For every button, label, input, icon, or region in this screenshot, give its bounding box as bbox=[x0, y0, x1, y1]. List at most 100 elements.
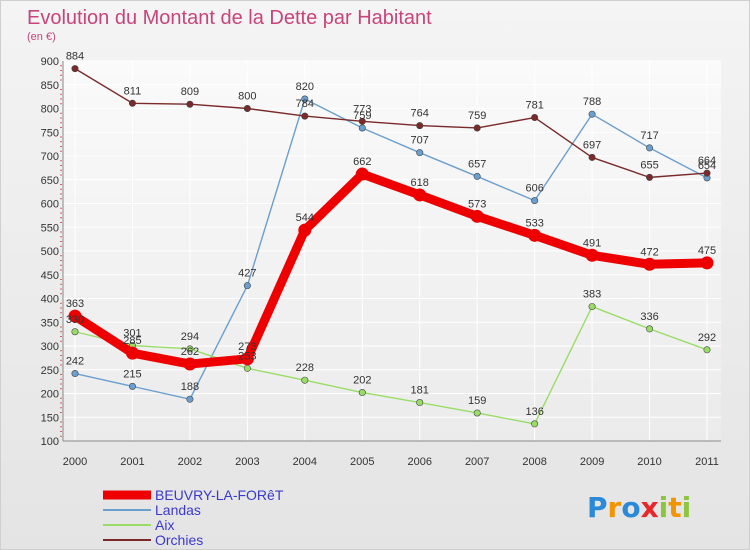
data-label: 475 bbox=[698, 245, 716, 257]
minor-tick bbox=[60, 236, 62, 238]
data-point bbox=[186, 100, 194, 108]
x-tick-label: 2005 bbox=[350, 456, 374, 468]
data-label: 273 bbox=[238, 341, 256, 353]
minor-tick bbox=[60, 336, 62, 337]
minor-tick bbox=[60, 146, 62, 147]
minor-tick bbox=[60, 193, 62, 195]
data-point bbox=[470, 209, 484, 223]
data-point bbox=[355, 167, 369, 181]
data-label: 697 bbox=[583, 139, 601, 151]
minor-tick bbox=[60, 350, 62, 352]
minor-tick bbox=[60, 245, 62, 247]
minor-tick bbox=[60, 407, 62, 409]
minor-tick bbox=[60, 207, 62, 209]
minor-tick bbox=[60, 331, 62, 333]
y-tick-label: 250 bbox=[41, 365, 59, 377]
data-point bbox=[243, 364, 251, 372]
data-label: 294 bbox=[181, 331, 199, 343]
y-tick-label: 550 bbox=[41, 222, 59, 234]
data-point bbox=[301, 95, 309, 103]
data-label: 491 bbox=[583, 237, 601, 249]
data-label: 884 bbox=[66, 51, 84, 63]
data-label: 292 bbox=[698, 332, 716, 344]
x-tick-label: 2002 bbox=[178, 456, 202, 468]
y-tick-label: 850 bbox=[41, 80, 59, 92]
data-point bbox=[703, 169, 711, 177]
data-point bbox=[643, 257, 657, 271]
minor-tick bbox=[60, 302, 62, 304]
minor-tick bbox=[60, 264, 62, 266]
x-tick-label: 2011 bbox=[695, 456, 719, 468]
x-tick-label: 2004 bbox=[293, 456, 317, 468]
data-point bbox=[416, 122, 424, 130]
minor-tick bbox=[60, 65, 62, 67]
minor-tick bbox=[60, 383, 62, 385]
x-tick-label: 2001 bbox=[120, 456, 144, 468]
x-tick-label: 2007 bbox=[465, 456, 489, 468]
x-tick-label: 2008 bbox=[522, 456, 546, 468]
y-tick-label: 900 bbox=[41, 56, 59, 68]
y-tick-label: 700 bbox=[41, 151, 59, 163]
minor-tick bbox=[60, 355, 62, 356]
data-point bbox=[358, 124, 366, 132]
data-label: 784 bbox=[296, 98, 314, 110]
data-label: 788 bbox=[583, 96, 601, 108]
minor-tick bbox=[60, 93, 62, 95]
y-tick-label: 500 bbox=[41, 246, 59, 258]
y-tick-label: 150 bbox=[41, 412, 59, 424]
data-point bbox=[186, 345, 194, 353]
minor-tick bbox=[60, 98, 62, 100]
data-point bbox=[358, 389, 366, 397]
data-label: 618 bbox=[411, 177, 429, 189]
minor-tick bbox=[60, 255, 62, 257]
data-label: 253 bbox=[238, 350, 256, 362]
data-label: 336 bbox=[640, 311, 658, 323]
minor-tick bbox=[60, 359, 62, 361]
minor-tick bbox=[60, 421, 62, 423]
data-point bbox=[183, 357, 197, 371]
y-tick-label: 450 bbox=[41, 270, 59, 282]
data-label: 181 bbox=[411, 385, 429, 397]
minor-tick bbox=[60, 174, 62, 176]
data-point bbox=[528, 228, 542, 242]
minor-tick bbox=[60, 241, 62, 242]
chart-subtitle: (en €) bbox=[27, 31, 56, 43]
data-point bbox=[700, 256, 714, 270]
y-tick-label: 400 bbox=[41, 294, 59, 306]
data-point bbox=[298, 223, 312, 237]
data-label: 215 bbox=[123, 368, 141, 380]
data-label: 301 bbox=[123, 328, 141, 340]
minor-tick bbox=[60, 402, 62, 404]
minor-tick bbox=[60, 122, 62, 124]
data-point bbox=[71, 65, 79, 73]
data-point bbox=[531, 197, 539, 205]
minor-tick bbox=[60, 374, 62, 375]
data-label: 363 bbox=[66, 298, 84, 310]
legend-label: Landas bbox=[155, 502, 201, 518]
minor-tick bbox=[60, 150, 62, 152]
y-tick-label: 100 bbox=[41, 436, 59, 448]
data-label: 330 bbox=[66, 314, 84, 326]
minor-tick bbox=[60, 288, 62, 290]
data-label: 159 bbox=[468, 395, 486, 407]
data-label: 472 bbox=[640, 246, 658, 258]
data-label: 773 bbox=[353, 103, 371, 115]
data-point bbox=[71, 370, 79, 378]
minor-tick bbox=[60, 283, 62, 285]
data-point bbox=[128, 382, 136, 390]
data-point bbox=[646, 325, 654, 333]
y-tick-label: 650 bbox=[41, 175, 59, 187]
minor-tick bbox=[60, 112, 62, 114]
minor-tick bbox=[60, 426, 62, 428]
minor-tick bbox=[60, 269, 62, 271]
data-point bbox=[473, 409, 481, 417]
minor-tick bbox=[60, 326, 62, 328]
data-label: 573 bbox=[468, 198, 486, 210]
data-label: 285 bbox=[123, 335, 141, 347]
y-tick-label: 200 bbox=[41, 389, 59, 401]
data-point bbox=[186, 395, 194, 403]
data-point bbox=[71, 328, 79, 336]
minor-tick bbox=[60, 103, 62, 105]
data-label: 533 bbox=[525, 217, 543, 229]
